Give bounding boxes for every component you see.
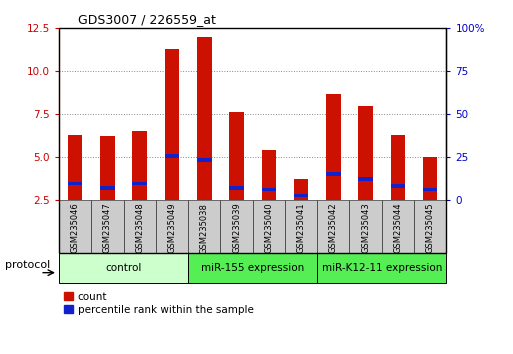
Bar — [326, 93, 341, 200]
Bar — [68, 135, 83, 200]
Text: GSM235049: GSM235049 — [167, 202, 176, 253]
FancyBboxPatch shape — [317, 200, 349, 253]
Bar — [359, 105, 373, 200]
Text: GSM235041: GSM235041 — [297, 202, 306, 253]
Text: GSM235047: GSM235047 — [103, 202, 112, 253]
Bar — [423, 188, 438, 192]
FancyBboxPatch shape — [188, 253, 317, 283]
Text: protocol: protocol — [5, 259, 50, 270]
Bar — [359, 177, 373, 181]
Text: miR-155 expression: miR-155 expression — [201, 263, 304, 273]
Text: GSM235044: GSM235044 — [393, 202, 402, 253]
FancyBboxPatch shape — [382, 200, 414, 253]
FancyBboxPatch shape — [156, 200, 188, 253]
Bar — [100, 186, 115, 190]
Bar — [197, 159, 211, 162]
Bar — [132, 182, 147, 185]
Bar — [165, 154, 179, 158]
Bar — [390, 184, 405, 188]
Text: GSM235042: GSM235042 — [329, 202, 338, 253]
FancyBboxPatch shape — [349, 200, 382, 253]
Bar — [100, 137, 115, 200]
Text: GSM235038: GSM235038 — [200, 202, 209, 253]
FancyBboxPatch shape — [124, 200, 156, 253]
FancyBboxPatch shape — [414, 200, 446, 253]
Text: GSM235040: GSM235040 — [264, 202, 273, 253]
Bar — [390, 135, 405, 200]
FancyBboxPatch shape — [59, 253, 188, 283]
Bar — [229, 113, 244, 200]
Bar — [68, 182, 83, 185]
Bar — [197, 37, 211, 200]
FancyBboxPatch shape — [317, 253, 446, 283]
Bar — [262, 188, 276, 192]
Text: GSM235043: GSM235043 — [361, 202, 370, 253]
Text: GDS3007 / 226559_at: GDS3007 / 226559_at — [78, 13, 216, 26]
FancyBboxPatch shape — [188, 200, 221, 253]
FancyBboxPatch shape — [91, 200, 124, 253]
Bar — [229, 186, 244, 190]
FancyBboxPatch shape — [252, 200, 285, 253]
FancyBboxPatch shape — [59, 200, 91, 253]
Bar — [326, 172, 341, 176]
Bar — [262, 150, 276, 200]
FancyBboxPatch shape — [221, 200, 252, 253]
Bar — [165, 49, 179, 200]
Bar — [294, 179, 308, 200]
Text: GSM235048: GSM235048 — [135, 202, 144, 253]
Text: GSM235046: GSM235046 — [71, 202, 80, 253]
FancyBboxPatch shape — [285, 200, 317, 253]
Text: GSM235039: GSM235039 — [232, 202, 241, 253]
Bar — [423, 157, 438, 200]
Bar — [294, 194, 308, 198]
Text: miR-K12-11 expression: miR-K12-11 expression — [322, 263, 442, 273]
Legend: count, percentile rank within the sample: count, percentile rank within the sample — [64, 292, 253, 315]
Text: GSM235045: GSM235045 — [426, 202, 435, 253]
Bar — [132, 131, 147, 200]
Text: control: control — [105, 263, 142, 273]
